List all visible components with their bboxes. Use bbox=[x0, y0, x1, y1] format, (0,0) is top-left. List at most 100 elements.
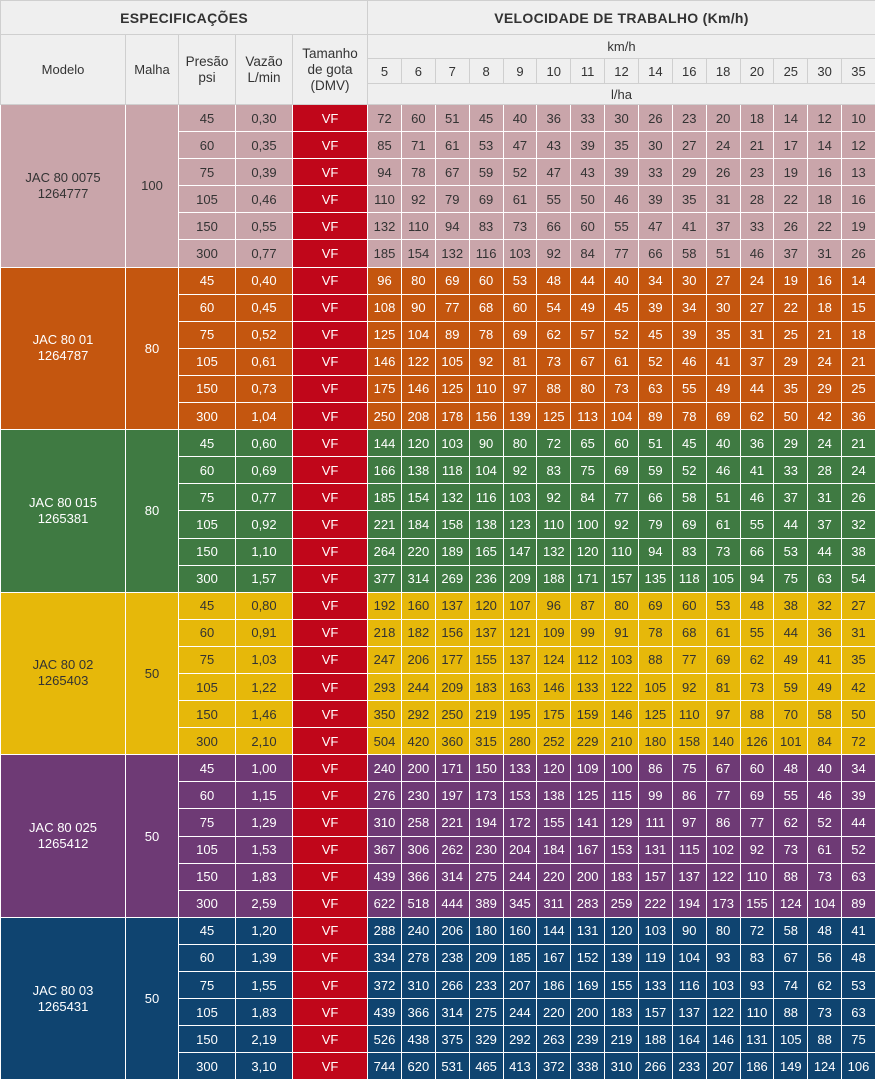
table-row: JAC 80 025 1265412 50 45 1,00 VF 240 200 171 150 1… bbox=[0, 754, 875, 918]
rate-cell: 69 bbox=[604, 456, 639, 485]
flow-cell: 1,10 bbox=[235, 537, 293, 566]
rate-cell: 146 bbox=[705, 1025, 741, 1054]
rate-cell: 283 bbox=[570, 889, 606, 918]
rate-cell: 110 bbox=[739, 862, 775, 891]
rate-cell: 99 bbox=[637, 781, 673, 810]
rate-cell: 173 bbox=[468, 781, 504, 810]
rate-cell: 207 bbox=[502, 970, 538, 1000]
droplet-size-cell: VF bbox=[291, 808, 369, 837]
model-name: JAC 80 02 bbox=[32, 657, 94, 673]
speed-header: 16 bbox=[671, 58, 707, 84]
speed-header: 11 bbox=[570, 58, 606, 84]
rate-cell: 240 bbox=[367, 754, 402, 783]
flow-cell: 0,91 bbox=[235, 618, 293, 647]
flow-cell: 0,77 bbox=[235, 239, 293, 268]
rate-cell: 27 bbox=[739, 293, 775, 322]
rate-cell: 61 bbox=[604, 347, 639, 376]
rate-cell: 132 bbox=[367, 212, 402, 241]
pressure-cell: 45 bbox=[178, 754, 236, 783]
rate-cell: 186 bbox=[536, 970, 572, 1000]
rate-cell: 152 bbox=[570, 943, 606, 973]
rate-cell: 72 bbox=[739, 916, 775, 945]
pressure-cell: 60 bbox=[178, 293, 236, 322]
rate-cell: 50 bbox=[570, 185, 606, 214]
rate-cell: 280 bbox=[502, 727, 538, 756]
rate-cell: 78 bbox=[637, 618, 673, 647]
flow-cell: 0,35 bbox=[235, 131, 293, 160]
rate-cell: 104 bbox=[604, 402, 639, 431]
rate-cell: 100 bbox=[604, 754, 639, 783]
rate-cell: 438 bbox=[400, 1025, 436, 1054]
rate-cell: 105 bbox=[434, 347, 470, 376]
table-row: JAC 80 03 1265431 50 45 1,20 VF 288 240 206 180 16… bbox=[0, 916, 875, 1080]
rate-cell: 69 bbox=[705, 402, 741, 431]
rate-cell: 23 bbox=[739, 158, 775, 187]
flow-cell: 0,69 bbox=[235, 456, 293, 485]
rate-cell: 27 bbox=[841, 591, 875, 620]
rate-cell: 124 bbox=[536, 645, 572, 674]
rate-cell: 106 bbox=[841, 1052, 875, 1080]
pressure-cell: 60 bbox=[178, 943, 236, 973]
rate-cell: 18 bbox=[841, 320, 875, 349]
rate-cell: 207 bbox=[705, 1052, 741, 1080]
rate-cell: 101 bbox=[773, 727, 809, 756]
rate-cell: 92 bbox=[604, 510, 639, 539]
droplet-size-cell: VF bbox=[291, 131, 369, 160]
rate-cell: 22 bbox=[773, 293, 809, 322]
model-code: 1265403 bbox=[37, 673, 89, 689]
pressure-cell: 60 bbox=[178, 456, 236, 485]
rate-cell: 167 bbox=[570, 835, 606, 864]
rate-cell: 389 bbox=[468, 889, 504, 918]
rate-cell: 16 bbox=[807, 158, 843, 187]
rate-cell: 67 bbox=[705, 754, 741, 783]
rate-cell: 116 bbox=[671, 970, 707, 1000]
rate-cell: 35 bbox=[705, 320, 741, 349]
rate-cell: 41 bbox=[705, 347, 741, 376]
rate-cell: 156 bbox=[434, 618, 470, 647]
rate-cell: 52 bbox=[841, 835, 875, 864]
rate-cell: 194 bbox=[468, 808, 504, 837]
rate-cell: 69 bbox=[468, 185, 504, 214]
rate-cell: 39 bbox=[570, 131, 606, 160]
rate-cell: 124 bbox=[807, 1052, 843, 1080]
rate-cell: 37 bbox=[705, 212, 741, 241]
rate-cell: 32 bbox=[807, 591, 843, 620]
rate-cell: 81 bbox=[705, 672, 741, 702]
rate-cell: 154 bbox=[400, 239, 436, 268]
rate-cell: 269 bbox=[434, 564, 470, 593]
flow-cell: 1,57 bbox=[235, 564, 293, 593]
droplet-size-cell: VF bbox=[291, 158, 369, 187]
rate-cell: 155 bbox=[739, 889, 775, 918]
rate-cell: 206 bbox=[434, 916, 470, 945]
rate-cell: 239 bbox=[570, 1025, 606, 1054]
rate-cell: 48 bbox=[773, 754, 809, 783]
rate-cell: 39 bbox=[637, 185, 673, 214]
flow-cell: 0,45 bbox=[235, 293, 293, 322]
pressure-cell: 45 bbox=[178, 429, 236, 458]
rate-cell: 115 bbox=[604, 781, 639, 810]
rate-cell: 93 bbox=[705, 943, 741, 973]
droplet-size-cell: VF bbox=[291, 456, 369, 485]
rate-cell: 377 bbox=[367, 564, 402, 593]
rate-cell: 39 bbox=[671, 320, 707, 349]
rate-cell: 147 bbox=[502, 537, 538, 566]
rate-cell: 622 bbox=[367, 889, 402, 918]
table-row: JAC 80 015 1265381 80 45 0,60 VF 144 120 103 90 80… bbox=[0, 429, 875, 593]
pressure-cell: 300 bbox=[178, 239, 236, 268]
rate-cell: 37 bbox=[739, 347, 775, 376]
pressure-cell: 105 bbox=[178, 998, 236, 1027]
rate-cell: 413 bbox=[502, 1052, 538, 1080]
droplet-size-cell: VF bbox=[291, 374, 369, 404]
rate-cell: 154 bbox=[400, 483, 436, 512]
rate-cell: 83 bbox=[536, 456, 572, 485]
rate-cell: 200 bbox=[400, 754, 436, 783]
rate-cell: 110 bbox=[671, 700, 707, 729]
rate-cell: 69 bbox=[705, 645, 741, 674]
droplet-size-cell: VF bbox=[291, 320, 369, 349]
droplet-size-cell: VF bbox=[291, 483, 369, 512]
rate-cell: 17 bbox=[773, 131, 809, 160]
rate-cell: 110 bbox=[739, 998, 775, 1027]
rate-cell: 367 bbox=[367, 835, 402, 864]
rate-cell: 219 bbox=[468, 700, 504, 729]
rate-cell: 18 bbox=[807, 293, 843, 322]
